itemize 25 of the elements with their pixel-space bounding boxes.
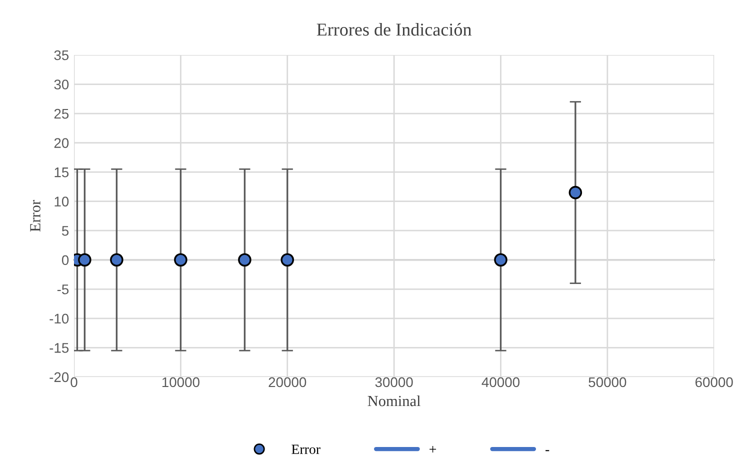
- chart-title: Errores de Indicación: [316, 22, 472, 36]
- y-tick-label: -20: [50, 372, 69, 382]
- x-tick-label: 0: [70, 377, 78, 388]
- y-axis-title: Error: [30, 200, 40, 232]
- y-tick-label: 30: [54, 80, 69, 90]
- x-axis-title: Nominal: [368, 395, 420, 406]
- y-tick-label: 5: [62, 226, 69, 236]
- legend-label: +: [430, 446, 436, 453]
- x-tick-label: 10000: [162, 377, 200, 388]
- legend-label: Error: [292, 444, 320, 454]
- x-tick-label: 20000: [268, 377, 306, 388]
- x-tick-label: 30000: [375, 377, 413, 388]
- y-tick-label: 35: [54, 50, 69, 60]
- x-tick-label: 40000: [482, 377, 520, 388]
- y-tick-label: 10: [54, 196, 69, 206]
- y-tick-label: -15: [50, 343, 69, 353]
- x-tick-label: 50000: [588, 377, 626, 388]
- y-tick-label: -10: [50, 314, 69, 324]
- legend-label: -: [546, 450, 550, 452]
- y-tick-label: 25: [54, 108, 69, 119]
- x-tick-label: 60000: [695, 377, 733, 388]
- y-tick-label: -5: [57, 284, 69, 294]
- y-tick-label: 15: [54, 168, 69, 178]
- y-tick-label: 0: [62, 255, 69, 266]
- y-tick-label: 20: [54, 138, 69, 148]
